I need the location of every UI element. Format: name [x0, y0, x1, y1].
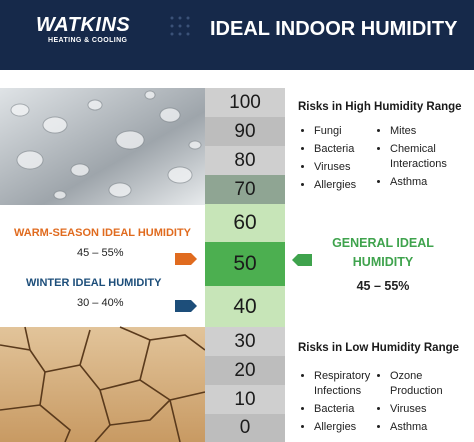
winter-label: WINTER IDEAL HUMIDITY — [26, 277, 162, 289]
droplets-image — [0, 88, 205, 205]
risk-column: Ozone Production Viruses Asthma — [376, 369, 460, 438]
warm-label: WARM-SEASON IDEAL HUMIDITY — [14, 227, 192, 239]
risk-item: Viruses — [314, 160, 384, 175]
winter-arrow — [175, 300, 197, 312]
scale-row: 60 — [205, 204, 285, 242]
low-risks-title: Risks in Low Humidity Range — [298, 342, 460, 354]
risk-item: Chemical Interactions — [390, 142, 460, 172]
header-dots — [170, 16, 190, 36]
scale-row: 0 — [205, 414, 285, 442]
risk-item: Allergies — [314, 420, 384, 435]
scale-row: 80 — [205, 146, 285, 175]
warm-range: 45 – 55% — [77, 247, 124, 259]
scale-row: 20 — [205, 356, 285, 385]
general-label-line: GENERAL IDEAL — [332, 236, 434, 250]
risk-column: Respiratory Infections Bacteria Allergies — [300, 369, 384, 438]
general-arrow — [292, 254, 312, 266]
scale-row: 30 — [205, 327, 285, 356]
general-label-line: HUMIDITY — [352, 255, 414, 269]
scale-row: 50 — [205, 242, 285, 286]
scale-row: 40 — [205, 286, 285, 327]
scale-row: 100 — [205, 88, 285, 117]
winter-range: 30 – 40% — [77, 297, 124, 309]
logo-tagline: HEATING & COOLING — [48, 37, 128, 44]
high-risks-title: Risks in High Humidity Range — [298, 101, 462, 113]
risk-item: Bacteria — [314, 402, 384, 417]
general-label: GENERAL IDEAL HUMIDITY — [318, 234, 448, 272]
scale-row: 70 — [205, 175, 285, 204]
risk-column: Mites Chemical Interactions Asthma — [376, 124, 460, 193]
risk-item: Ozone Production — [390, 369, 460, 399]
scale-row: 10 — [205, 385, 285, 414]
risk-item: Viruses — [390, 402, 460, 417]
scale-row: 90 — [205, 117, 285, 146]
risk-item: Bacteria — [314, 142, 384, 157]
risk-item: Mites — [390, 124, 460, 139]
risk-item: Fungi — [314, 124, 384, 139]
risk-column: Fungi Bacteria Viruses Allergies — [300, 124, 384, 196]
cracked-earth-image — [0, 327, 205, 442]
cracks — [0, 326, 206, 442]
risk-item: Allergies — [314, 178, 384, 193]
risk-item: Asthma — [390, 420, 460, 435]
risk-item: Asthma — [390, 175, 460, 190]
droplets — [10, 90, 202, 200]
header-bar — [0, 0, 474, 70]
logo-name: WATKINS — [36, 14, 131, 36]
page-title: IDEAL INDOOR HUMIDITY — [210, 18, 458, 40]
general-range: 45 – 55% — [356, 279, 410, 293]
warm-arrow — [175, 253, 197, 265]
risk-item: Respiratory Infections — [314, 369, 384, 399]
